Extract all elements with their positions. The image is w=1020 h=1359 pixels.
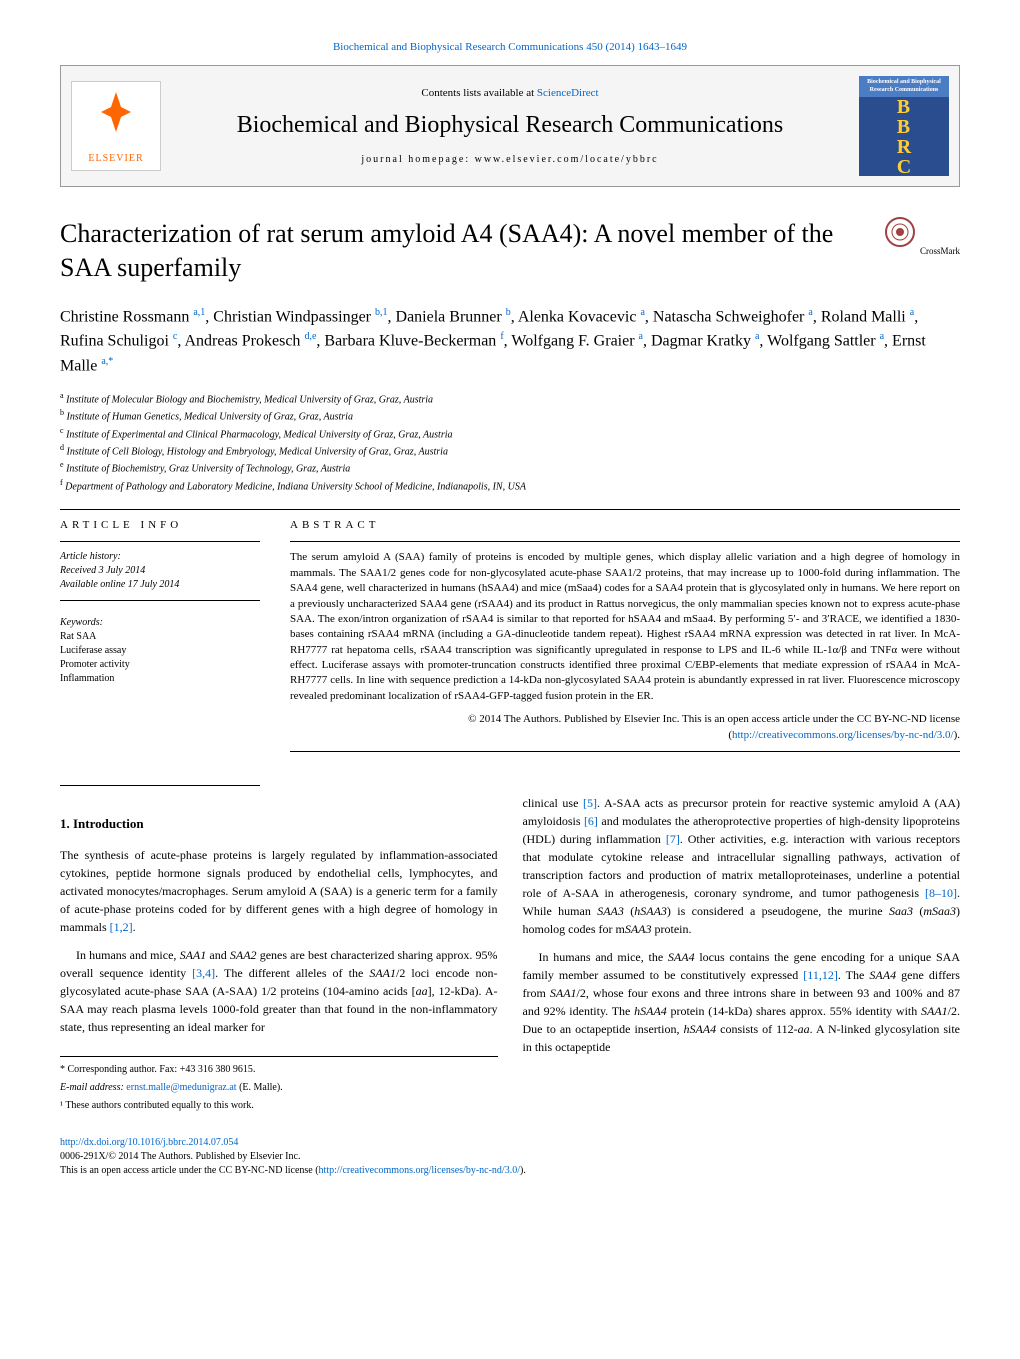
journal-header: ELSEVIER Contents lists available at Sci… <box>60 65 960 187</box>
divider <box>290 751 960 752</box>
crossmark-icon[interactable] <box>885 217 915 247</box>
divider <box>60 600 260 601</box>
abstract-heading: ABSTRACT <box>290 518 960 533</box>
body-paragraph: In humans and mice, the SAA4 locus conta… <box>523 948 961 1056</box>
email-line: E-mail address: ernst.malle@medunigraz.a… <box>60 1080 498 1095</box>
doi-link[interactable]: http://dx.doi.org/10.1016/j.bbrc.2014.07… <box>60 1137 238 1148</box>
journal-name: Biochemical and Biophysical Research Com… <box>176 109 844 143</box>
keyword-item: Inflammation <box>60 672 260 686</box>
divider <box>60 785 260 786</box>
doi-license-link[interactable]: http://creativecommons.org/licenses/by-n… <box>319 1165 520 1176</box>
elsevier-logo: ELSEVIER <box>71 81 161 171</box>
bbrc-letters: BBRC <box>897 97 911 177</box>
homepage-prefix: journal homepage: <box>361 154 474 165</box>
email-suffix: (E. Malle). <box>237 1082 283 1093</box>
keyword-item: Luciferase assay <box>60 644 260 658</box>
doi-section: http://dx.doi.org/10.1016/j.bbrc.2014.07… <box>60 1136 960 1178</box>
elsevier-text: ELSEVIER <box>88 152 143 166</box>
bbrc-logo: Biochemical and Biophysical Research Com… <box>859 76 949 176</box>
divider <box>60 541 260 542</box>
body-paragraph: In humans and mice, SAA1 and SAA2 genes … <box>60 946 498 1036</box>
affiliations-list: a Institute of Molecular Biology and Bio… <box>60 390 960 494</box>
crossmark-label: CrossMark <box>920 245 960 258</box>
article-info-heading: ARTICLE INFO <box>60 518 260 533</box>
access-prefix: This is an open access article under the… <box>60 1165 319 1176</box>
authors-list: Christine Rossmann a,1, Christian Windpa… <box>60 305 960 378</box>
elsevier-tree-icon <box>91 87 141 152</box>
body-paragraph: The synthesis of acute-phase proteins is… <box>60 846 498 936</box>
contents-line: Contents lists available at ScienceDirec… <box>176 86 844 101</box>
footnotes: * Corresponding author. Fax: +43 316 380… <box>60 1056 498 1113</box>
affiliation-item: d Institute of Cell Biology, Histology a… <box>60 442 960 459</box>
equal-contribution: ¹ These authors contributed equally to t… <box>60 1098 498 1113</box>
divider <box>290 541 960 542</box>
affiliation-item: f Department of Pathology and Laboratory… <box>60 477 960 494</box>
keyword-item: Promoter activity <box>60 658 260 672</box>
body-left-column: 1. Introduction The synthesis of acute-p… <box>60 794 498 1116</box>
affiliation-item: c Institute of Experimental and Clinical… <box>60 425 960 442</box>
header-center: Contents lists available at ScienceDirec… <box>176 86 844 167</box>
email-label: E-mail address: <box>60 1082 126 1093</box>
issn-line: 0006-291X/© 2014 The Authors. Published … <box>60 1150 960 1164</box>
body-right-column: clinical use [5]. A-SAA acts as precurso… <box>523 794 961 1116</box>
introduction-heading: 1. Introduction <box>60 814 498 834</box>
history-label: Article history: <box>60 550 260 564</box>
access-line: This is an open access article under the… <box>60 1164 960 1178</box>
keywords-block: Keywords: Rat SAALuciferase assayPromote… <box>60 616 260 686</box>
sciencedirect-link[interactable]: ScienceDirect <box>537 87 599 99</box>
article-history: Article history: Received 3 July 2014 Av… <box>60 550 260 592</box>
received-date: Received 3 July 2014 <box>60 564 260 578</box>
abstract-license: © 2014 The Authors. Published by Elsevie… <box>290 712 960 743</box>
homepage-url[interactable]: www.elsevier.com/locate/ybbrc <box>475 154 659 165</box>
divider <box>60 509 960 510</box>
keywords-label: Keywords: <box>60 616 260 630</box>
corresponding-author: * Corresponding author. Fax: +43 316 380… <box>60 1062 498 1077</box>
abstract-column: ABSTRACT The serum amyloid A (SAA) famil… <box>290 518 960 760</box>
author-email[interactable]: ernst.malle@medunigraz.at <box>126 1082 236 1093</box>
available-date: Available online 17 July 2014 <box>60 578 260 592</box>
article-title: Characterization of rat serum amyloid A4… <box>60 217 875 285</box>
bbrc-small-text: Biochemical and Biophysical Research Com… <box>859 76 949 97</box>
affiliation-item: a Institute of Molecular Biology and Bio… <box>60 390 960 407</box>
access-close: ). <box>520 1165 526 1176</box>
license-close: ). <box>954 729 960 741</box>
citation-header: Biochemical and Biophysical Research Com… <box>60 40 960 55</box>
contents-prefix: Contents lists available at <box>421 87 536 99</box>
body-paragraph: clinical use [5]. A-SAA acts as precurso… <box>523 794 961 938</box>
keyword-item: Rat SAA <box>60 630 260 644</box>
abstract-text: The serum amyloid A (SAA) family of prot… <box>290 550 960 704</box>
article-info-column: ARTICLE INFO Article history: Received 3… <box>60 518 260 760</box>
license-link[interactable]: http://creativecommons.org/licenses/by-n… <box>732 729 954 741</box>
affiliation-item: e Institute of Biochemistry, Graz Univer… <box>60 459 960 476</box>
homepage-line: journal homepage: www.elsevier.com/locat… <box>176 153 844 167</box>
affiliation-item: b Institute of Human Genetics, Medical U… <box>60 407 960 424</box>
